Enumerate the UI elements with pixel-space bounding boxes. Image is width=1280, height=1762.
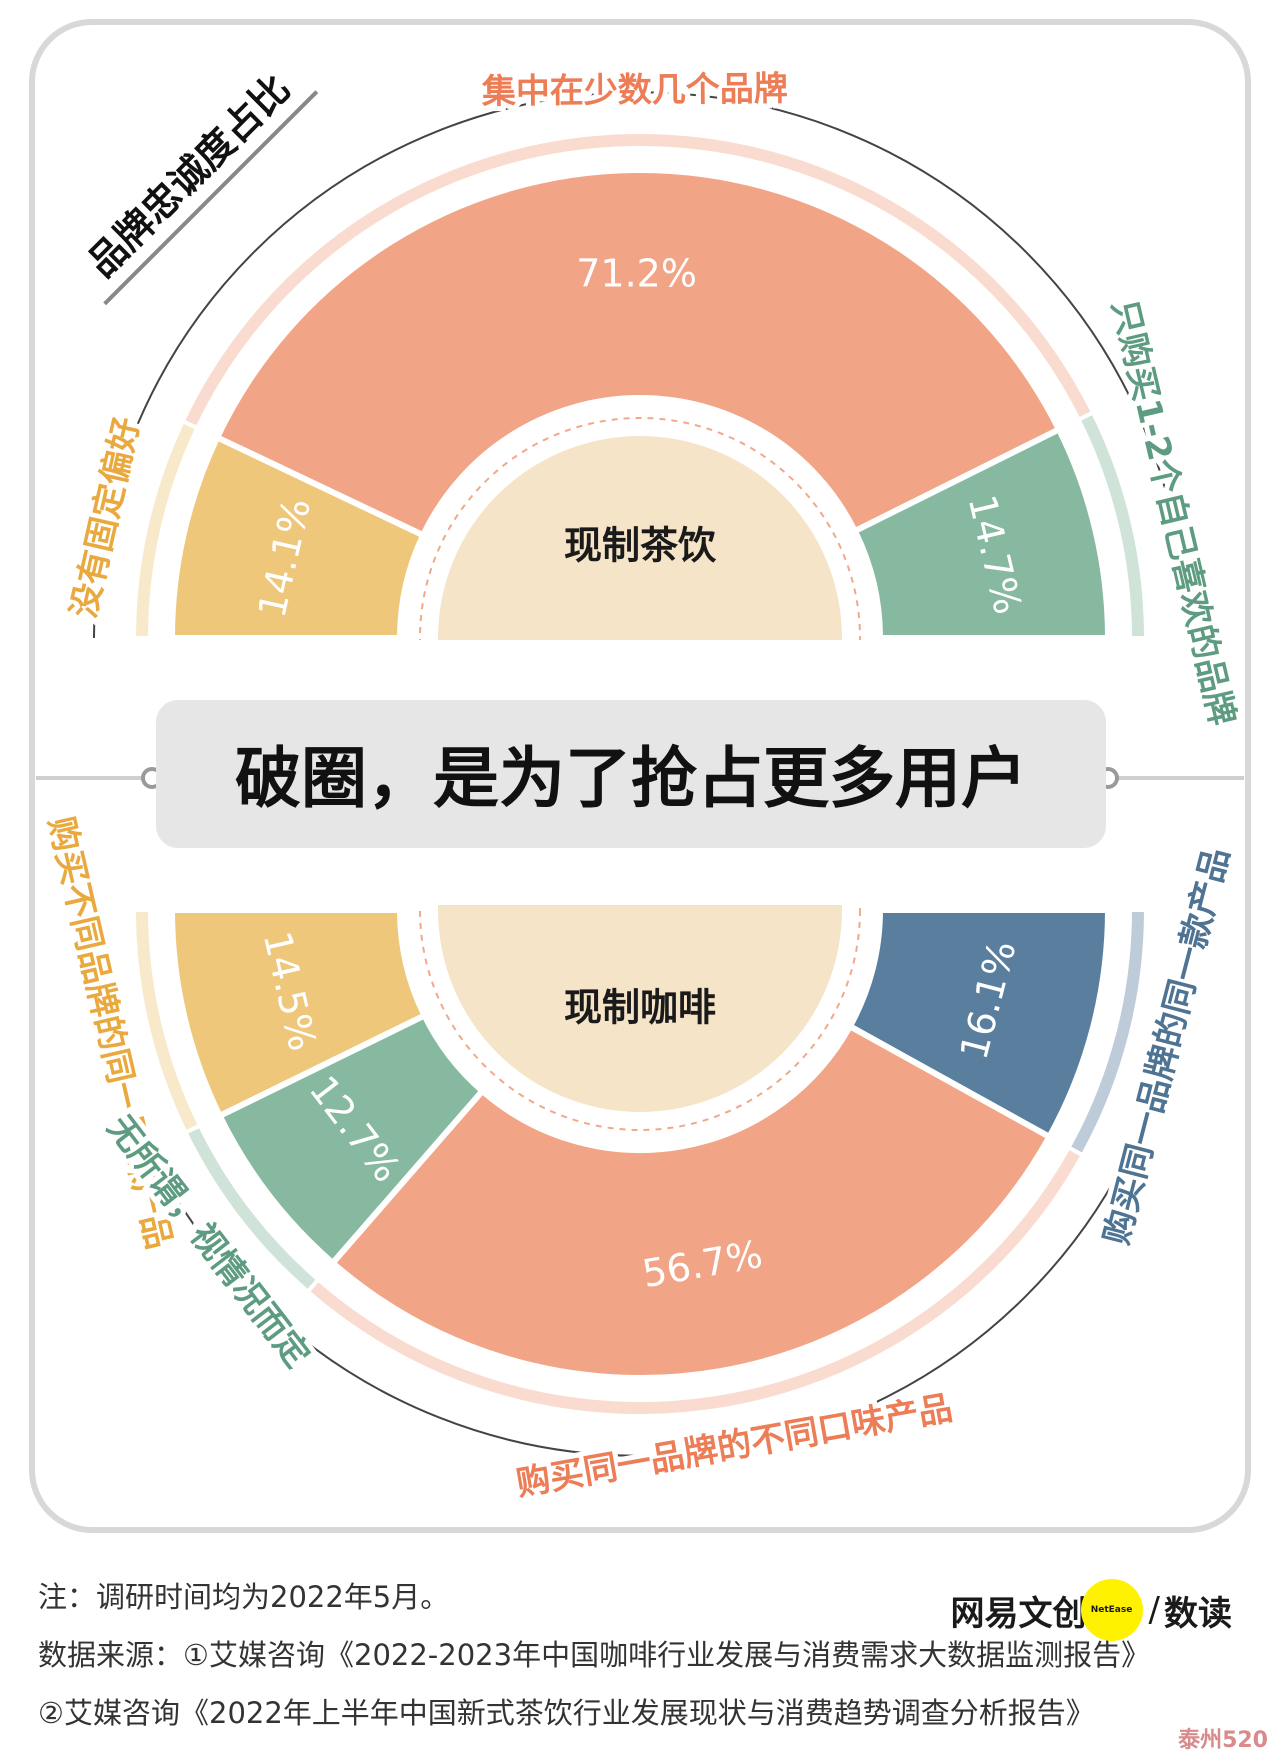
chart-title-underline <box>103 90 319 306</box>
tea-slice-2 <box>850 425 1112 640</box>
coffee-slice-3 <box>845 907 1112 1141</box>
footer-source-1: 数据来源：①艾媒咨询《2022-2023年中国咖啡行业发展与消费需求大数据监测报… <box>38 1638 1151 1672</box>
coffee-center: 现制咖啡 <box>419 905 861 1131</box>
tea-donut <box>168 167 1112 640</box>
brand-sub: 数读 <box>1164 1593 1232 1634</box>
center-banner: 破圈，是为了抢占更多用户 <box>235 740 1027 817</box>
tea-value-label-1: 71.2% <box>576 252 697 296</box>
brand-separator: / <box>1148 1590 1160 1630</box>
coffee-center-disc <box>438 905 842 1112</box>
tea-slice-1 <box>213 167 1063 540</box>
tea-category-label-1: 集中在少数几个品牌 <box>481 69 788 112</box>
footer-note: 注：调研时间均为2022年5月。 <box>38 1580 450 1614</box>
watermark: 泰州520 <box>1178 1728 1268 1753</box>
tea-band-2 <box>1075 409 1149 640</box>
coffee-outer-arc <box>93 909 1187 1457</box>
footer: 注：调研时间均为2022年5月。 数据来源：①艾媒咨询《2022-2023年中国… <box>38 1568 1258 1742</box>
tea-center-disc <box>438 436 842 640</box>
footer-source-2: ②艾媒咨询《2022年上半年中国新式茶饮行业发展现状与消费趋势调查分析报告》 <box>38 1696 1095 1730</box>
banner-box <box>156 700 1106 848</box>
coffee-center-dash <box>419 905 861 1131</box>
brand-logo: 网易文创 NetEase / 数读 <box>951 1570 1232 1650</box>
brand-badge-text: NetEase <box>1090 1605 1133 1615</box>
coffee-decoration <box>93 908 1187 1457</box>
tea-center: 现制茶饮 <box>419 417 861 640</box>
brand-name: 网易文创 <box>950 1593 1087 1634</box>
coffee-slice-2 <box>328 1022 1054 1381</box>
tea-center-label: 现制茶饮 <box>564 524 717 568</box>
tea-outer-arc <box>93 91 1187 639</box>
tea-center-dash <box>419 417 861 640</box>
tea-decoration <box>93 91 1187 640</box>
coffee-donut <box>168 907 1112 1381</box>
coffee-band-3 <box>1065 908 1149 1158</box>
coffee-center-label: 现制咖啡 <box>564 986 716 1030</box>
brand-badge: NetEase <box>1080 1579 1143 1641</box>
